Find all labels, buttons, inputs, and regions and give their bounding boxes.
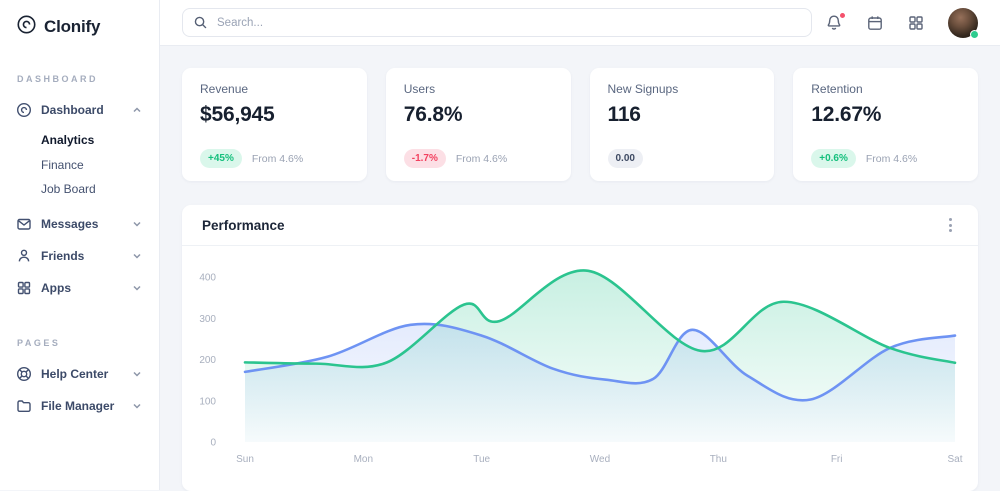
performance-panel: Performance 0 100 200 300 400 Sun Mon Tue Wed Thu… (182, 205, 978, 491)
notification-dot (839, 12, 846, 19)
card-title: Users (404, 82, 553, 96)
stat-card-retention: Retention 12.67% +0.6% From 4.6% (793, 68, 978, 181)
svg-text:Sat: Sat (947, 454, 962, 465)
folder-icon (16, 398, 32, 414)
search-icon (193, 15, 208, 30)
grid-icon (907, 14, 925, 32)
svg-text:Tue: Tue (473, 454, 490, 465)
sidebar-nav-pages: Help Center File Manager (0, 358, 159, 422)
panel-title: Performance (202, 218, 285, 233)
stat-card-new-signups: New Signups 116 0.00 (590, 68, 775, 181)
dashboard-icon (16, 102, 32, 118)
sidebar-item-dashboard[interactable]: Dashboard (0, 94, 159, 126)
card-subtext: From 4.6% (866, 153, 917, 165)
section-label-pages: PAGES (0, 338, 159, 348)
notifications-button[interactable] (825, 14, 843, 32)
svg-text:300: 300 (199, 314, 216, 325)
svg-text:0: 0 (210, 438, 216, 449)
performance-chart[interactable]: 0 100 200 300 400 Sun Mon Tue Wed Thu Fri Sat (182, 246, 978, 490)
sidebar-item-label: Friends (41, 249, 131, 263)
sidebar-nav: Dashboard Analytics Finance Job Board Me… (0, 94, 159, 304)
sidebar-item-messages[interactable]: Messages (0, 208, 159, 240)
card-subtext: From 4.6% (252, 153, 303, 165)
sidebar-item-job-board[interactable]: Job Board (41, 177, 159, 202)
sidebar-item-analytics[interactable]: Analytics (41, 128, 159, 153)
svg-text:Fri: Fri (831, 454, 843, 465)
search-input[interactable] (182, 8, 812, 37)
card-value: 76.8% (404, 103, 553, 127)
topbar (160, 0, 1000, 46)
svg-text:Sun: Sun (236, 454, 254, 465)
apps-launcher-button[interactable] (907, 14, 925, 32)
chevron-down-icon (131, 218, 143, 230)
user-avatar[interactable] (948, 8, 978, 38)
sidebar-item-label: Help Center (41, 367, 131, 381)
app-title: Clonify (44, 17, 100, 37)
logo-icon (16, 14, 37, 40)
chevron-down-icon (131, 400, 143, 412)
sidebar: Clonify DASHBOARD Dashboard Analytics Fi… (0, 0, 160, 490)
section-label-dashboard: DASHBOARD (0, 74, 159, 84)
kebab-menu-icon[interactable] (943, 214, 958, 236)
svg-text:200: 200 (199, 355, 216, 366)
sidebar-item-friends[interactable]: Friends (0, 240, 159, 272)
calendar-icon (866, 14, 884, 32)
user-icon (16, 248, 32, 264)
card-title: Retention (811, 82, 960, 96)
sidebar-item-finance[interactable]: Finance (41, 153, 159, 178)
online-status-dot (970, 30, 979, 39)
mail-icon (16, 216, 32, 232)
chevron-up-icon (131, 104, 143, 116)
panel-header: Performance (182, 205, 978, 246)
stat-card-revenue: Revenue $56,945 +45% From 4.6% (182, 68, 367, 181)
card-value: 12.67% (811, 103, 960, 127)
lifebuoy-icon (16, 366, 32, 382)
card-subtext: From 4.6% (456, 153, 507, 165)
svg-text:Thu: Thu (710, 454, 727, 465)
main-content: Revenue $56,945 +45% From 4.6% Users 76.… (160, 46, 1000, 490)
sidebar-item-label: Dashboard (41, 103, 131, 117)
sidebar-item-help-center[interactable]: Help Center (0, 358, 159, 390)
app-logo[interactable]: Clonify (0, 0, 159, 40)
svg-text:400: 400 (199, 273, 216, 284)
trend-badge: +45% (200, 149, 242, 168)
stat-card-users: Users 76.8% -1.7% From 4.6% (386, 68, 571, 181)
sidebar-item-label: Messages (41, 217, 131, 231)
dashboard-submenu: Analytics Finance Job Board (0, 126, 159, 208)
grid-icon (16, 280, 32, 296)
svg-text:Mon: Mon (354, 454, 373, 465)
sidebar-item-label: File Manager (41, 399, 131, 413)
chevron-down-icon (131, 368, 143, 380)
chevron-down-icon (131, 250, 143, 262)
trend-badge: 0.00 (608, 149, 643, 168)
search-box (182, 8, 812, 37)
card-value: $56,945 (200, 103, 349, 127)
sidebar-item-file-manager[interactable]: File Manager (0, 390, 159, 422)
sidebar-item-label: Apps (41, 281, 131, 295)
svg-text:Wed: Wed (590, 454, 610, 465)
trend-badge: +0.6% (811, 149, 856, 168)
card-value: 116 (608, 103, 757, 127)
stat-cards: Revenue $56,945 +45% From 4.6% Users 76.… (182, 68, 978, 181)
svg-text:100: 100 (199, 396, 216, 407)
sidebar-item-apps[interactable]: Apps (0, 272, 159, 304)
chevron-down-icon (131, 282, 143, 294)
topbar-actions (825, 8, 1000, 38)
trend-badge: -1.7% (404, 149, 446, 168)
card-title: Revenue (200, 82, 349, 96)
calendar-button[interactable] (866, 14, 884, 32)
card-title: New Signups (608, 82, 757, 96)
